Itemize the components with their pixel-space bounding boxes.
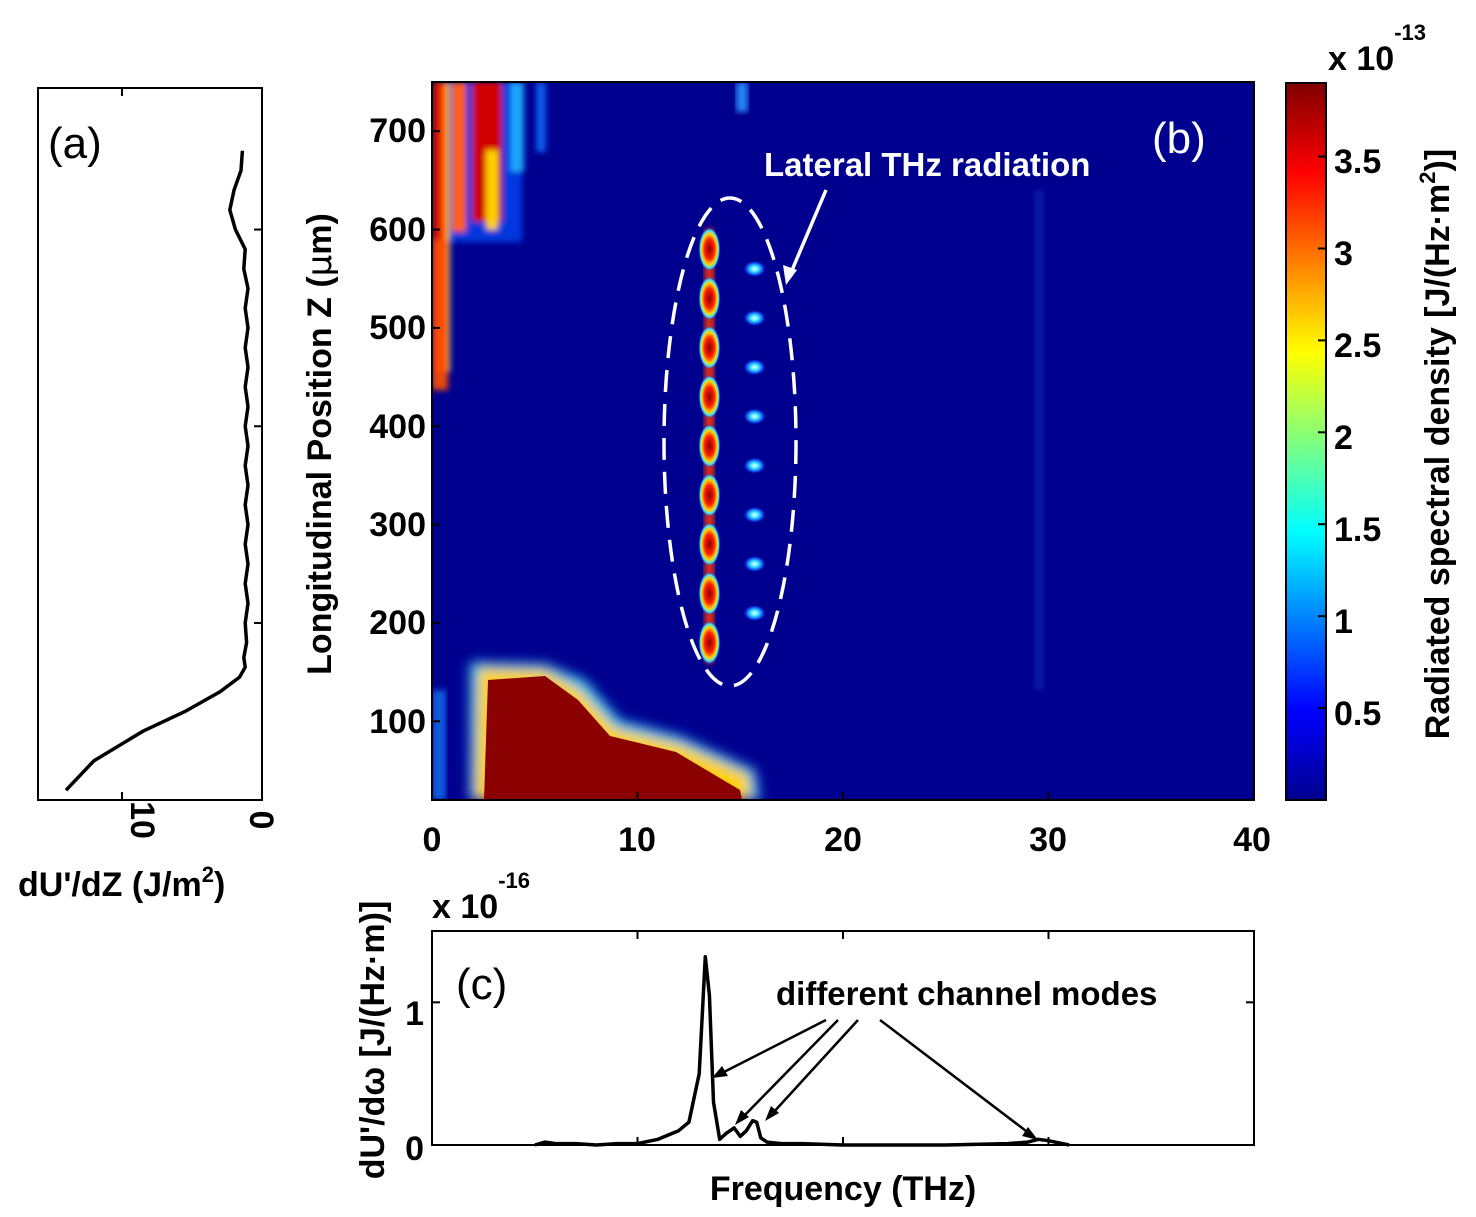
colorbar-tick-2: 2 — [1334, 419, 1353, 457]
panel-c-xlabel: Frequency (THz) — [710, 1170, 976, 1208]
colorbar-scale: x 10-13 — [1328, 20, 1426, 78]
panel-c-label: (c) — [456, 960, 507, 1009]
secondary-hotspot-0 — [743, 605, 766, 622]
channel-modes-annotation: different channel modes — [776, 975, 1157, 1012]
panel-b-ytick-400: 400 — [369, 408, 426, 446]
primary-hotspot-5 — [698, 374, 721, 419]
panel-b-ytick-100: 100 — [369, 703, 426, 741]
panel-b-xtick-30: 30 — [1029, 821, 1067, 859]
panel-c-curve — [534, 954, 1070, 1147]
arrow-2 — [741, 1019, 839, 1119]
secondary-hotspot-3 — [743, 457, 766, 474]
panel-b-xtick-20: 20 — [824, 821, 862, 859]
panel-c-ytick-0: 0 — [405, 1130, 424, 1168]
panel-b-xtick-40: 40 — [1233, 821, 1271, 859]
colorbar-tick-marks — [1318, 155, 1326, 710]
arrowhead-4 — [1022, 1127, 1038, 1140]
panel-a-xtick-10: 10 — [123, 801, 161, 839]
panel-a-curve — [64, 150, 250, 792]
panel-b-ylabel: Longitudinal Position Z (μm) — [300, 213, 340, 675]
primary-hotspot-7 — [698, 276, 721, 321]
arrow-3 — [771, 1019, 859, 1115]
panel-b-ytick-200: 200 — [369, 604, 426, 642]
colorbar-tick-0-5: 0.5 — [1334, 695, 1381, 733]
panel-b-ytick-700: 700 — [369, 112, 426, 150]
panel-b-ytick-600: 600 — [369, 211, 426, 249]
secondary-hotspot-6 — [743, 310, 766, 327]
panel-a-xtick-marks — [121, 88, 263, 800]
secondary-hotspot-7 — [743, 260, 766, 277]
primary-hotspot-2 — [698, 522, 721, 567]
primary-hotspot-4 — [698, 423, 721, 468]
primary-hotspot-3 — [698, 473, 721, 518]
annotation-arrow-line — [788, 189, 828, 276]
primary-hotspot-6 — [698, 325, 721, 370]
panel-c-ylabel: dU'/dω [J/(Hz·m)] — [354, 901, 392, 1180]
panel-a-xlabel: dU'/dZ (J/m2) — [18, 862, 225, 904]
faint-streak-30thz — [1034, 190, 1044, 690]
hotspots-group — [698, 227, 766, 665]
panel-c-ytick-1: 1 — [405, 995, 424, 1033]
colorbar-label: Radiated spectral density [J/(Hz·m2)] — [1415, 149, 1457, 739]
colorbar-tick-3-5: 3.5 — [1334, 143, 1381, 181]
colorbar-tick-2-5: 2.5 — [1334, 327, 1381, 365]
secondary-hotspot-5 — [743, 359, 766, 376]
panel-a-xtick-0: 0 — [242, 811, 280, 830]
arrow-4 — [879, 1019, 1031, 1135]
primary-hotspot-1 — [698, 571, 721, 616]
panel-a-ytick-marks — [254, 228, 262, 624]
heatmap — [432, 82, 1254, 800]
panel-b-xtick-10: 10 — [618, 821, 656, 859]
channel-mode-arrows — [712, 1018, 1038, 1140]
arrowhead-3 — [765, 1106, 779, 1121]
secondary-hotspot-4 — [743, 408, 766, 425]
secondary-hotspot-2 — [743, 506, 766, 523]
arrow-1 — [719, 1018, 827, 1076]
colorbar-gradient — [1285, 82, 1327, 801]
lower-left-edge-streak — [432, 690, 446, 800]
colorbar: 0.5 1 1.5 2 2.5 3 3.5 x 10-13 Radiated s… — [1285, 20, 1457, 801]
lower-left-hot-region — [484, 676, 742, 800]
dashed-ellipse-annotation — [662, 196, 798, 688]
panel-a: (a) 10 0 dU'/dZ (J/m2) — [18, 87, 280, 904]
panel-b-ytick-500: 500 — [369, 309, 426, 347]
colorbar-tick-1-5: 1.5 — [1334, 511, 1381, 549]
panel-b-label: (b) — [1152, 114, 1206, 163]
arrowhead-1 — [712, 1066, 728, 1078]
arrowhead-2 — [735, 1110, 749, 1125]
colorbar-tick-1: 1 — [1334, 603, 1353, 641]
panel-c-scale: x 10-16 — [432, 868, 530, 926]
upper-left-hot-region — [432, 82, 546, 390]
panel-b-xtick-0: 0 — [423, 821, 442, 859]
lateral-thz-annotation: Lateral THz radiation — [764, 146, 1090, 183]
colorbar-tick-3: 3 — [1334, 235, 1353, 273]
panel-a-label: (a) — [48, 119, 102, 168]
secondary-hotspot-1 — [743, 555, 766, 572]
primary-hotspot-0 — [698, 620, 721, 665]
panel-b-tick-marks — [431, 130, 1255, 800]
panel-b-ytick-300: 300 — [369, 506, 426, 544]
panel-c: (c) different channel modes 0 1 x 10-16 … — [354, 868, 1255, 1208]
primary-hotspot-8 — [698, 227, 721, 272]
panel-a-frame — [37, 87, 263, 801]
panel-b: (b) Lateral THz radiation 100 200 300 40… — [300, 81, 1271, 859]
annotation-arrowhead — [783, 265, 797, 285]
top-streak-15thz — [736, 82, 748, 112]
